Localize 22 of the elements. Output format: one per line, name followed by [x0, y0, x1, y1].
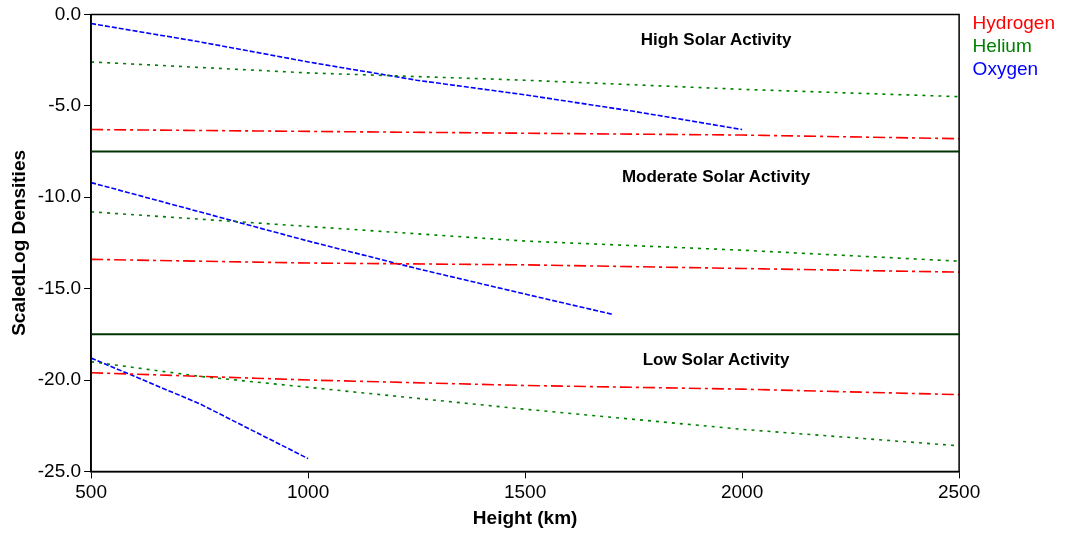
line-series	[91, 61, 960, 98]
text: Oxygen	[972, 57, 1039, 79]
text: Helium	[972, 34, 1032, 56]
y-axis-title: ScaledLog Densities	[7, 149, 29, 336]
x-tick-label: 1000	[286, 481, 330, 503]
line-series	[91, 211, 960, 262]
y-tick-label: -25.0	[37, 459, 82, 481]
annotation: Low Solar Activity	[642, 349, 790, 369]
annotation: High Solar Activity	[640, 30, 792, 50]
y-tick-label: -20.0	[37, 368, 82, 390]
y-tick-label: -15.0	[37, 276, 82, 298]
y-tick-label: -5.0	[48, 94, 82, 116]
y-tick-label: -10.0	[37, 185, 82, 207]
line-series	[91, 181, 613, 315]
text: Hydrogen	[972, 11, 1056, 33]
x-tick-label: 2000	[720, 481, 764, 503]
x-tick-label: 2500	[937, 481, 981, 503]
x-tick-label: 1500	[503, 481, 547, 503]
x-tick-label: 500	[75, 481, 107, 503]
x-axis-title: Height (km)	[472, 506, 578, 528]
y-tick-label: 0.0	[54, 2, 82, 24]
annotation: Moderate Solar Activity	[621, 167, 811, 187]
